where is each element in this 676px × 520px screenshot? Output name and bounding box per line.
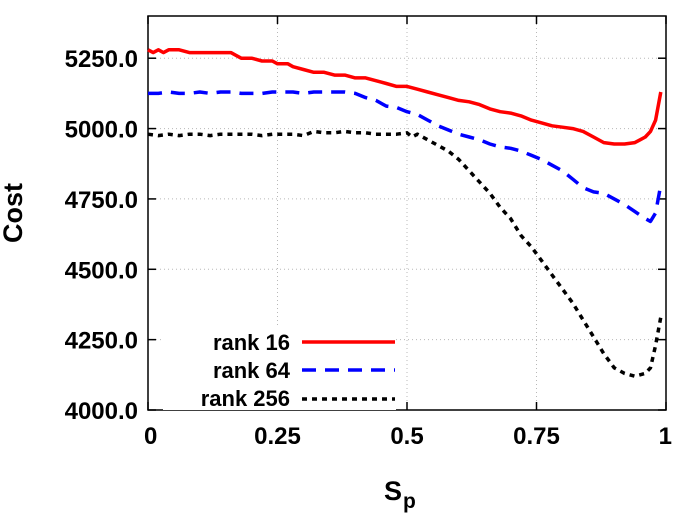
legend: rank 16 rank 64 rank 256 (163, 328, 396, 411)
x-tick-label: 1 (659, 423, 672, 450)
y-tick-label: 5250.0 (65, 46, 138, 73)
legend-label-rank-64: rank 64 (213, 358, 291, 383)
series-line-rank-16 (147, 48, 663, 146)
x-tick-label: 0.25 (254, 423, 301, 450)
y-tick-label: 4500.0 (65, 257, 138, 284)
series-lines (147, 48, 663, 378)
y-tick-label: 4750.0 (65, 187, 138, 214)
legend-label-rank-256: rank 256 (201, 386, 290, 411)
x-axis-title: S (384, 476, 402, 506)
x-tick-label: 0 (144, 423, 157, 450)
y-tick-label: 4250.0 (65, 328, 138, 355)
x-axis-title-subscript: p (403, 490, 416, 513)
y-tick-label: 5000.0 (65, 117, 138, 144)
legend-label-rank-16: rank 16 (213, 330, 290, 355)
y-tick-labels: 4000.0 4250.0 4500.0 4750.0 5000.0 5250.0 (65, 46, 138, 425)
y-axis-title: Cost (0, 183, 28, 243)
y-tick-label: 4000.0 (65, 398, 138, 425)
x-tick-labels: 0 0.25 0.5 0.75 1 (144, 423, 672, 450)
x-tick-label: 0.5 (390, 423, 423, 450)
series-line-rank-64 (148, 90, 663, 224)
x-tick-label: 0.75 (513, 423, 560, 450)
series-line-rank-256 (147, 129, 663, 378)
